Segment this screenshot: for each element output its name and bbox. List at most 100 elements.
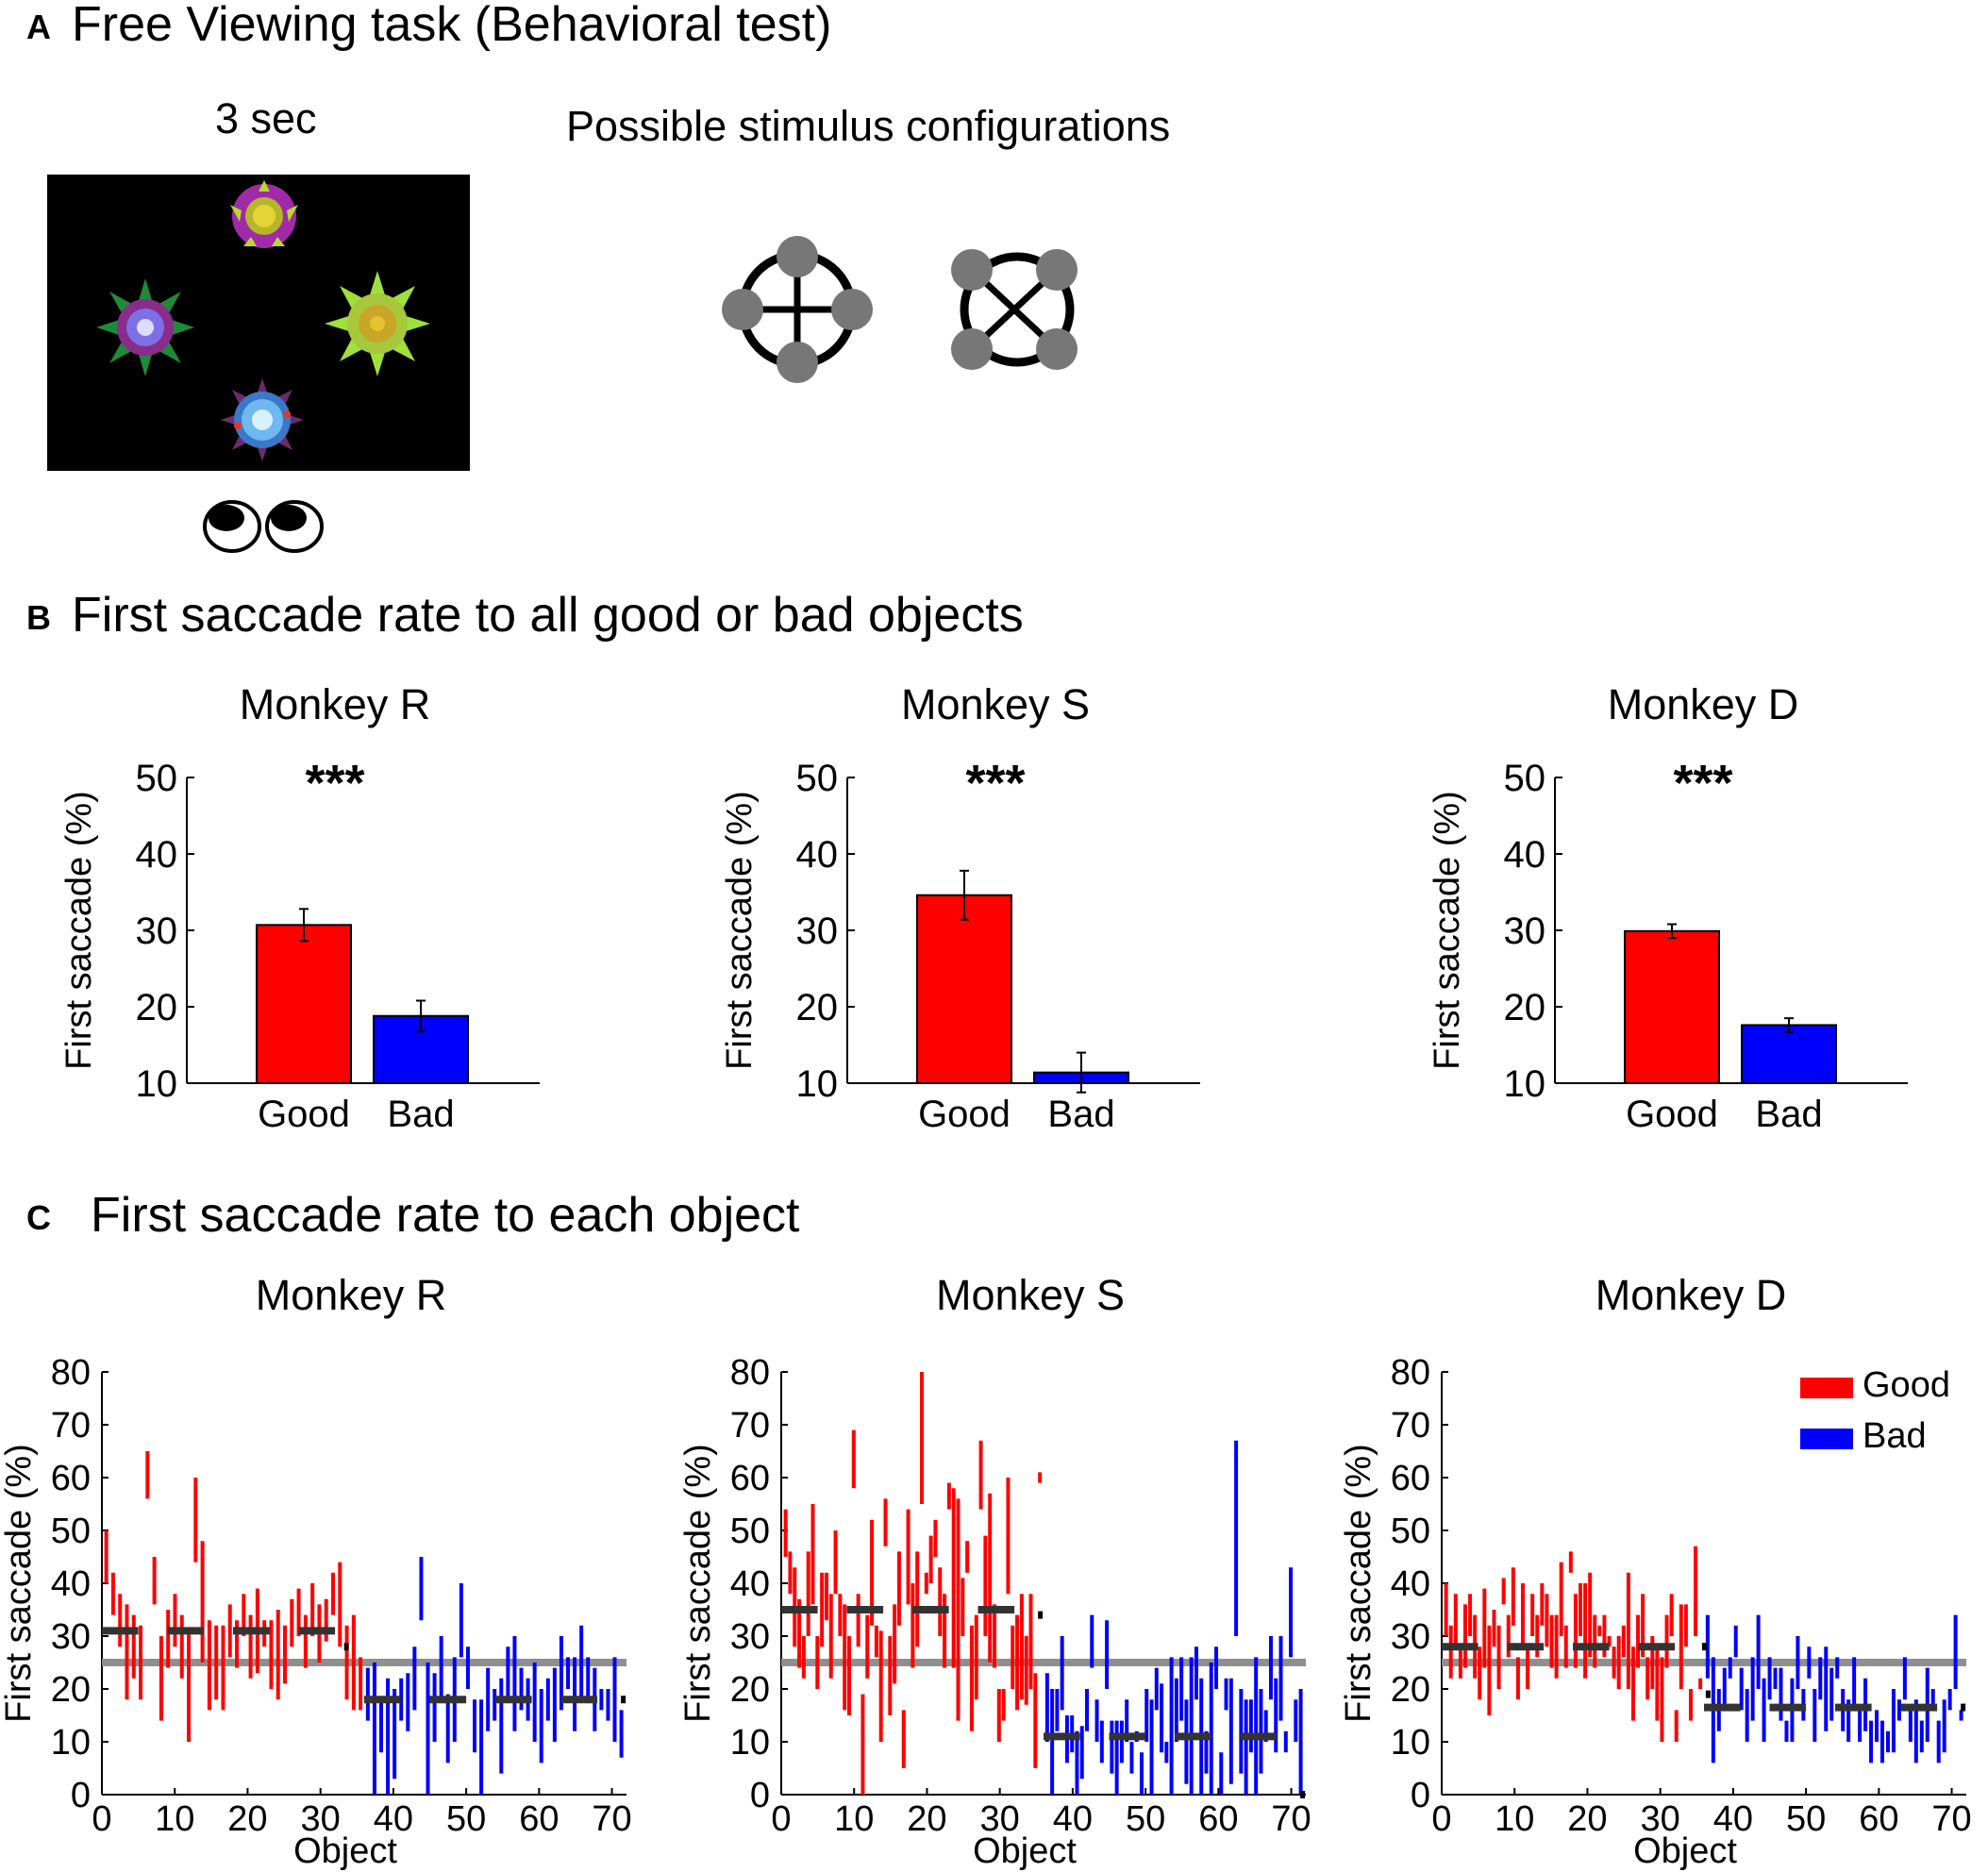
panel-c-label: C — [26, 1198, 51, 1237]
y-tick-label: 40 — [51, 1564, 91, 1604]
panel-a-label: A — [26, 8, 51, 46]
mean-tick-marker — [1705, 1690, 1711, 1698]
x-tick-label: 50 — [1126, 1799, 1165, 1839]
x-axis-label: Object — [1633, 1831, 1737, 1871]
bar-chart-monkey-d: Monkey D *** 10 20 30 40 50 First saccade (%) Go… — [1428, 680, 1908, 1135]
y-tick-label: 70 — [1391, 1406, 1430, 1446]
x-tick-label: Bad — [387, 1094, 454, 1135]
significance-marker: *** — [965, 755, 1025, 811]
y-tick-label: 0 — [71, 1776, 91, 1815]
y-axis-label: First saccade (%) — [1340, 1444, 1378, 1723]
y-tick-label: 70 — [730, 1406, 770, 1446]
x-tick-label: 70 — [1271, 1799, 1311, 1839]
panel-b-title: First saccade rate to all good or bad ob… — [72, 588, 1024, 643]
x-tick-label: Bad — [1047, 1094, 1114, 1135]
x-tick-label: Good — [1626, 1094, 1718, 1135]
chart-title: Monkey D — [1608, 680, 1799, 728]
fractal-object-left — [96, 278, 194, 376]
y-tick-label: 30 — [730, 1617, 770, 1657]
y-tick-label: 20 — [1504, 987, 1546, 1028]
eyes-icon — [203, 500, 324, 553]
x-tick-label: 40 — [1053, 1799, 1093, 1839]
mean-tick-marker — [1300, 1791, 1306, 1798]
y-tick-label: 30 — [51, 1617, 91, 1657]
y-tick-label: 10 — [51, 1723, 91, 1763]
fractal-object-bottom — [221, 378, 304, 461]
x-axis-label: Object — [973, 1831, 1077, 1871]
panel-b-label: B — [26, 598, 51, 637]
bar-good — [1624, 929, 1720, 1084]
y-tick-label: 30 — [1391, 1617, 1430, 1657]
y-tick-label: 30 — [796, 911, 839, 952]
y-tick-label: 80 — [51, 1353, 91, 1393]
x-tick-label: 0 — [771, 1799, 791, 1839]
x-tick-label: 20 — [227, 1799, 267, 1839]
mean-tick-marker — [1702, 1643, 1707, 1651]
significance-marker: *** — [1673, 755, 1732, 811]
x-tick-label: 60 — [1859, 1799, 1898, 1839]
bar-chart-monkey-s: Monkey S *** 10 20 30 40 50 First saccade (%) Go… — [720, 680, 1200, 1135]
y-tick-label: 60 — [51, 1459, 91, 1498]
y-tick-label: 10 — [730, 1723, 770, 1763]
y-tick-label: 40 — [796, 834, 839, 876]
chart-title: Monkey R — [240, 680, 431, 728]
chart-title: Monkey S — [936, 1271, 1125, 1319]
configuration-plus — [722, 236, 873, 383]
x-tick-label: 30 — [980, 1799, 1020, 1839]
bar-good — [916, 894, 1012, 1084]
x-tick-label: 0 — [1431, 1799, 1451, 1839]
y-tick-label: 50 — [51, 1512, 91, 1551]
y-tick-label: 50 — [730, 1512, 770, 1551]
panel-a-title: Free Viewing task (Behavioral test) — [72, 0, 832, 52]
chart-title: Monkey R — [256, 1271, 447, 1319]
x-tick-label: 60 — [519, 1799, 559, 1839]
y-tick-label: 50 — [136, 758, 178, 799]
x-tick-label: 70 — [592, 1799, 631, 1839]
y-tick-label: 50 — [1391, 1512, 1430, 1551]
x-tick-label: Good — [258, 1094, 350, 1135]
x-axis-label: Object — [293, 1831, 397, 1871]
x-tick-label: Good — [918, 1094, 1011, 1135]
y-tick-label: 20 — [136, 987, 178, 1028]
y-tick-label: 60 — [730, 1459, 770, 1498]
legend-good-swatch — [1800, 1378, 1853, 1398]
duration-label: 3 sec — [215, 94, 317, 142]
significance-marker: *** — [305, 755, 364, 811]
x-tick-label: 30 — [1641, 1799, 1680, 1839]
y-tick-label: 30 — [1504, 911, 1546, 952]
x-tick-label: 30 — [301, 1799, 341, 1839]
y-tick-label: 0 — [750, 1776, 770, 1815]
y-tick-label: 50 — [796, 758, 839, 799]
x-tick-label: Bad — [1755, 1094, 1822, 1135]
y-tick-label: 60 — [1391, 1459, 1430, 1498]
mean-tick-marker — [1961, 1703, 1966, 1712]
x-tick-label: 10 — [155, 1799, 194, 1839]
y-tick-label: 40 — [136, 834, 178, 876]
x-tick-label: 40 — [374, 1799, 413, 1839]
y-tick-label: 0 — [1411, 1776, 1430, 1815]
y-tick-label: 80 — [730, 1353, 770, 1393]
bar-chart-monkey-r: Monkey R *** 10 20 30 40 50 First saccade (%) Go… — [59, 680, 540, 1135]
y-tick-label: 10 — [1504, 1063, 1546, 1105]
chart-title: Monkey D — [1595, 1271, 1787, 1319]
x-tick-label: 70 — [1931, 1799, 1971, 1839]
mean-tick-marker — [343, 1643, 349, 1651]
y-tick-label: 10 — [136, 1063, 178, 1105]
y-tick-label: 10 — [796, 1063, 839, 1105]
chart-title: Monkey S — [901, 680, 1090, 728]
y-axis-label: First saccade (%) — [679, 1444, 718, 1723]
y-tick-label: 50 — [1504, 758, 1546, 799]
x-tick-label: 50 — [446, 1799, 486, 1839]
y-tick-label: 80 — [1391, 1353, 1430, 1393]
x-tick-label: 50 — [1786, 1799, 1826, 1839]
legend-bad-swatch — [1800, 1429, 1853, 1449]
mean-tick-marker — [621, 1696, 626, 1704]
x-tick-label: 10 — [1495, 1799, 1534, 1839]
legend-good-label: Good — [1863, 1365, 1950, 1405]
y-tick-label: 20 — [1391, 1670, 1430, 1710]
y-tick-label: 40 — [730, 1564, 770, 1604]
fractal-object-right — [325, 271, 430, 376]
y-tick-label: 70 — [51, 1406, 91, 1446]
